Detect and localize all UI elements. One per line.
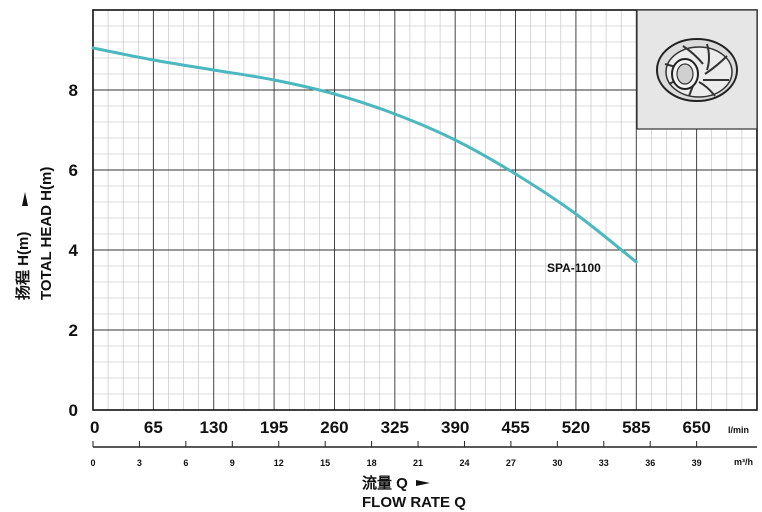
- series-line-spa-1100: [91, 46, 638, 264]
- x-axis-title-cn: 流量 Q: [362, 474, 408, 492]
- x-tick-secondary: 12: [274, 458, 284, 468]
- x-tick-secondary: 3: [137, 458, 142, 468]
- x-tick-primary: 0: [90, 418, 99, 437]
- x-tick-secondary: 18: [367, 458, 377, 468]
- x-tick-primary: 130: [200, 418, 228, 437]
- x-tick-secondary: 30: [552, 458, 562, 468]
- y-tick: 2: [69, 321, 78, 340]
- x-tick-primary: 325: [381, 418, 409, 437]
- x-tick-secondary: 33: [599, 458, 609, 468]
- plot-frame: [92, 9, 758, 411]
- y-axis-title-cn: 扬程 H(m): [14, 232, 32, 300]
- x-tick-secondary: 15: [320, 458, 330, 468]
- x-tick-secondary: 39: [692, 458, 702, 468]
- x-axis-arrow-icon: [416, 480, 430, 486]
- series-lines: [91, 46, 638, 264]
- series-label: SPA-1100: [547, 261, 601, 275]
- x-unit-secondary: m³/h: [734, 457, 753, 467]
- x-tick-secondary: 21: [413, 458, 423, 468]
- y-tick: 8: [69, 81, 78, 100]
- x-tick-primary: 650: [682, 418, 710, 437]
- y-tick: 4: [69, 241, 79, 260]
- y-axis-title: 扬程 H(m) TOTAL HEAD H(m): [14, 167, 55, 300]
- y-tick: 6: [69, 161, 78, 180]
- x-tick-primary: 390: [441, 418, 469, 437]
- x-tick-secondary: 0: [90, 458, 95, 468]
- y-tick: 0: [69, 401, 78, 420]
- x-axis-title: 流量 Q FLOW RATE Q: [362, 474, 466, 511]
- impeller-icon: [656, 38, 738, 102]
- x-unit-primary: l/min: [728, 425, 749, 435]
- x-tick-primary: 520: [562, 418, 590, 437]
- x-tick-primary: 455: [501, 418, 529, 437]
- x-tick-primary: 195: [260, 418, 288, 437]
- y-axis-arrow-icon: [22, 192, 28, 206]
- x-tick-primary: 65: [144, 418, 163, 437]
- y-axis-title-en: TOTAL HEAD H(m): [38, 167, 55, 300]
- x-tick-primary: 260: [320, 418, 348, 437]
- x-tick-secondary: 24: [459, 458, 469, 468]
- x-tick-primary: 585: [622, 418, 650, 437]
- x-tick-secondary: 27: [506, 458, 516, 468]
- x-axis-title-en: FLOW RATE Q: [362, 494, 466, 511]
- x-tick-secondary: 6: [183, 458, 188, 468]
- impeller-inset: [636, 9, 758, 130]
- x-tick-secondary: 9: [230, 458, 235, 468]
- x-tick-secondary: 36: [645, 458, 655, 468]
